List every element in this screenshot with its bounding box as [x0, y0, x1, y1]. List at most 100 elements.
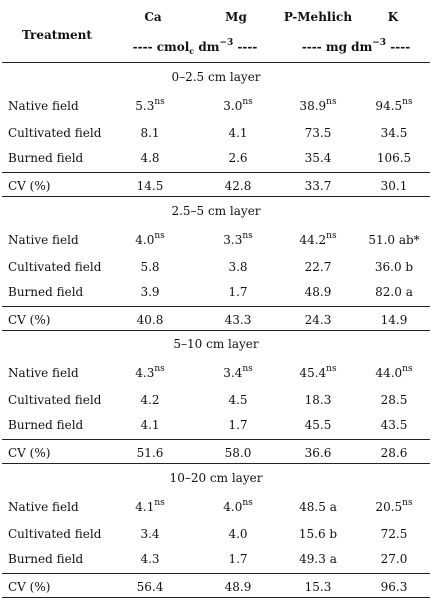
cell: 5.8	[140, 259, 160, 274]
rule	[2, 596, 430, 598]
cell-value: 4.1	[135, 499, 155, 514]
rule	[2, 439, 430, 440]
row-label: CV (%)	[8, 179, 51, 193]
row-label: Cultivated field	[8, 526, 102, 541]
cell-value: 45.4	[299, 366, 327, 380]
layer-title: 5–10 cm layer	[173, 337, 259, 351]
unit-sup: −3	[219, 38, 234, 48]
cell-value: 20.5	[375, 499, 403, 514]
row-label: Burned field	[8, 284, 84, 299]
rule	[2, 172, 430, 173]
cell: 3.9	[140, 284, 160, 299]
cell-value: 44.2	[299, 232, 327, 247]
cell: 44.0ns	[375, 364, 413, 381]
cell: 94.5ns	[375, 98, 412, 114]
rule	[2, 62, 430, 63]
cell-sup: ns	[326, 230, 337, 241]
cell: 27.0	[380, 551, 408, 566]
cell: 5.3ns	[135, 97, 165, 114]
cell: 73.5	[304, 126, 332, 140]
cell: 4.0ns	[223, 497, 253, 514]
cell-sup: ns	[326, 97, 337, 107]
row-label: Burned field	[8, 151, 84, 165]
cell-sup: ns	[242, 230, 253, 241]
cell: 3.8	[228, 259, 248, 274]
unit-label: ---- mg dm−3 ----	[302, 38, 411, 55]
cell: 24.3	[304, 312, 332, 327]
cell: 51.0 ab*	[368, 232, 420, 247]
cell: 82.0 a	[375, 284, 413, 299]
cell-value: 5.3	[135, 99, 155, 113]
cell: 48.9	[304, 284, 332, 299]
cell: 3.3ns	[223, 230, 253, 247]
cell: 30.1	[380, 179, 408, 193]
cell: 35.4	[304, 151, 332, 165]
cell: 106.5	[376, 151, 412, 165]
row-label: Cultivated field	[8, 259, 102, 274]
layer-title: 10–20 cm layer	[169, 470, 263, 485]
cell-sup: ns	[242, 364, 253, 374]
cell-sup: ns	[242, 497, 253, 508]
unit-text: ---- cmol	[132, 40, 190, 54]
cell: 4.5	[228, 393, 248, 407]
unit-sup: −3	[372, 38, 387, 48]
row-label: Native field	[8, 366, 79, 380]
cell: 72.5	[380, 526, 408, 541]
cell-value: 3.0	[223, 99, 243, 113]
cell: 18.3	[304, 393, 332, 407]
cell-sup: ns	[326, 364, 337, 374]
cell: 1.7	[228, 418, 248, 432]
cell: 8.1	[140, 126, 160, 140]
cell-value: 3.3	[223, 232, 243, 247]
col-header: Ca	[144, 10, 162, 24]
rule	[2, 196, 430, 197]
col-header: P-Mehlich	[283, 10, 353, 24]
cell-value: 4.0	[223, 499, 243, 514]
cell: 14.9	[380, 312, 408, 327]
cell-sup: ns	[154, 364, 165, 374]
cell: 4.2	[140, 393, 160, 407]
cell-value: 4.3	[135, 366, 155, 380]
cell: 15.6 b	[298, 526, 338, 541]
cell: 4.1ns	[135, 498, 165, 514]
cell-sup: ns	[154, 230, 165, 241]
rule	[2, 305, 430, 307]
cell: 4.0	[228, 526, 248, 541]
cell: 4.0ns	[135, 230, 165, 247]
cell: 3.4	[140, 526, 160, 541]
cell: 28.5	[380, 393, 408, 407]
cell-sup: ns	[154, 97, 165, 107]
cell: 33.7	[304, 179, 332, 193]
cell: 1.7	[228, 551, 248, 566]
cell: 42.8	[224, 179, 252, 193]
cell: 2.6	[228, 151, 248, 165]
cell: 3.4ns	[223, 364, 253, 381]
rule	[2, 572, 430, 574]
row-label: Native field	[8, 232, 79, 247]
row-label: Burned field	[8, 418, 84, 432]
cell-sup: ns	[242, 97, 253, 107]
unit-text: ----	[386, 40, 411, 54]
cell: 48.9	[224, 579, 252, 594]
cell: 48.5 a	[299, 499, 337, 514]
col-header: K	[387, 10, 399, 24]
unit-label: ---- cmolc dm−3 ----	[132, 38, 258, 56]
cell-value: 38.9	[299, 99, 327, 113]
row-label: Cultivated field	[8, 393, 102, 407]
cell-sup: ns	[402, 364, 413, 374]
row-label: Native field	[8, 499, 79, 514]
cell-value: 94.5	[375, 99, 403, 113]
col-header: Mg	[225, 10, 247, 24]
row-label: Native field	[8, 99, 79, 113]
cell: 36.6	[304, 446, 332, 460]
row-label: Burned field	[8, 551, 84, 566]
cell: 51.6	[136, 446, 164, 460]
cell: 96.3	[380, 579, 408, 594]
cell: 36.0 b	[374, 259, 414, 274]
cell-value: 44.0	[375, 366, 403, 380]
layer-title: 2.5–5 cm layer	[171, 203, 261, 218]
unit-sub: c	[189, 46, 195, 56]
cell: 43.5	[380, 418, 408, 432]
cell: 43.3	[224, 312, 252, 327]
cell: 14.5	[136, 179, 164, 193]
